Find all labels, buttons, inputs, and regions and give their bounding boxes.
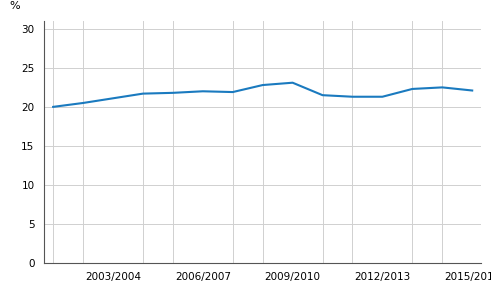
Text: %: % bbox=[9, 2, 20, 11]
